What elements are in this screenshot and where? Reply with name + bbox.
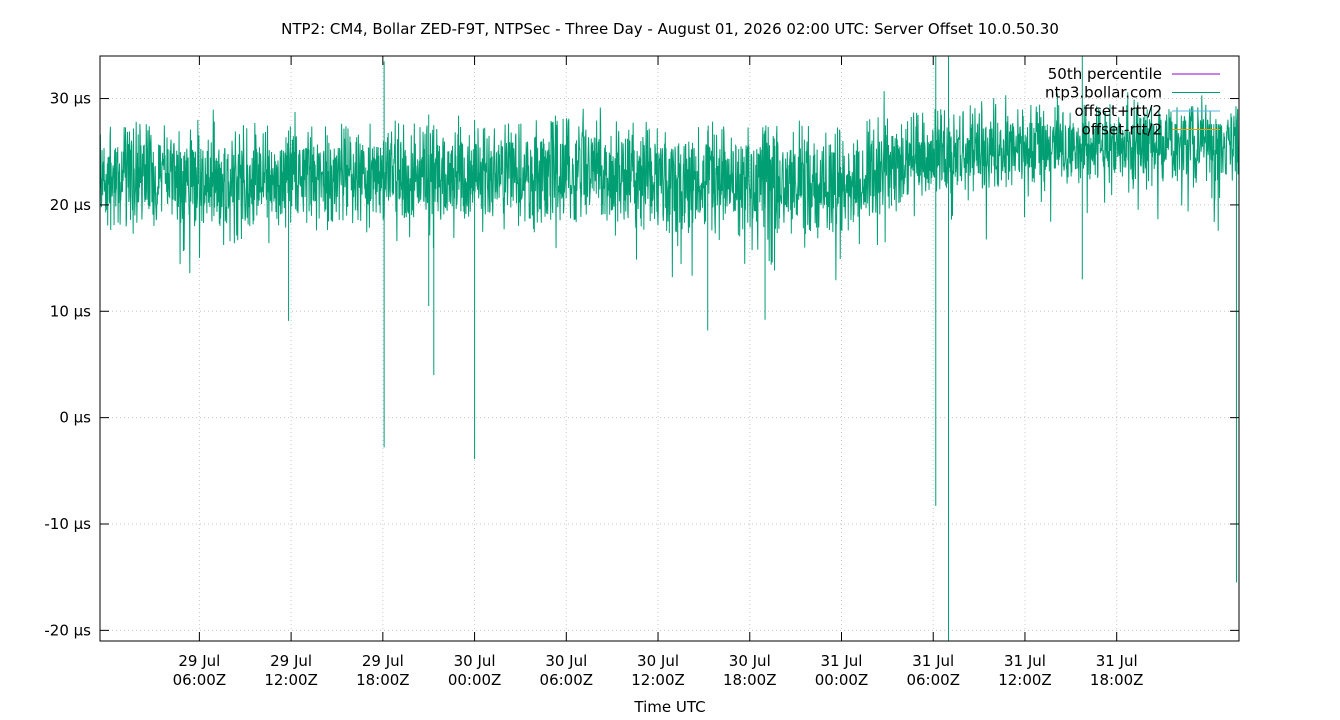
x-tick-label-date: 29 Jul [362, 652, 404, 670]
x-tick-label-date: 31 Jul [821, 652, 863, 670]
y-tick-label: 0 µs [59, 409, 91, 427]
series-line-offset [100, 91, 1239, 281]
x-tick-label-date: 29 Jul [270, 652, 312, 670]
legend-label: ntp3.bollar.com [1045, 84, 1162, 102]
x-tick-label-time: 00:00Z [815, 671, 869, 689]
y-tick-label: 20 µs [50, 196, 91, 214]
x-tick-label-time: 18:00Z [1090, 671, 1144, 689]
x-tick-label-time: 06:00Z [540, 671, 594, 689]
x-tick-label-time: 12:00Z [631, 671, 685, 689]
y-tick-label: -20 µs [44, 621, 91, 639]
x-tick-label-time: 18:00Z [723, 671, 777, 689]
x-tick-label-date: 30 Jul [729, 652, 771, 670]
x-tick-label-date: 31 Jul [1004, 652, 1046, 670]
x-tick-label-date: 30 Jul [454, 652, 496, 670]
x-axis-label: Time UTC [633, 698, 705, 716]
x-tick-label-date: 30 Jul [545, 652, 587, 670]
legend-label: offset+rtt/2 [1074, 102, 1162, 120]
y-tick-label: 30 µs [50, 90, 91, 108]
x-tick-label-time: 12:00Z [998, 671, 1052, 689]
y-tick-label: -10 µs [44, 515, 91, 533]
x-tick-label-time: 00:00Z [448, 671, 502, 689]
legend: 50th percentilentp3.bollar.comoffset+rtt… [1045, 65, 1220, 139]
y-tick-label: 10 µs [50, 302, 91, 320]
y-axis: 30 µs 20 µs 10 µs 0 µs -10 µs -20 µs [44, 90, 1239, 639]
x-tick-label-time: 06:00Z [906, 671, 960, 689]
legend-label: offset-rtt/2 [1082, 121, 1162, 139]
x-tick-label-date: 29 Jul [178, 652, 220, 670]
x-tick-label-time: 18:00Z [356, 671, 410, 689]
plot-area [100, 56, 1239, 641]
x-tick-label-time: 12:00Z [264, 671, 318, 689]
x-tick-label-time: 06:00Z [173, 671, 227, 689]
plot-frame [99, 55, 1240, 642]
x-tick-label-date: 30 Jul [637, 652, 679, 670]
chart-title: NTP2: CM4, Bollar ZED-F9T, NTPSec - Thre… [281, 20, 1059, 38]
x-tick-label-date: 31 Jul [912, 652, 954, 670]
legend-label: 50th percentile [1048, 65, 1162, 83]
x-tick-label-date: 31 Jul [1096, 652, 1138, 670]
